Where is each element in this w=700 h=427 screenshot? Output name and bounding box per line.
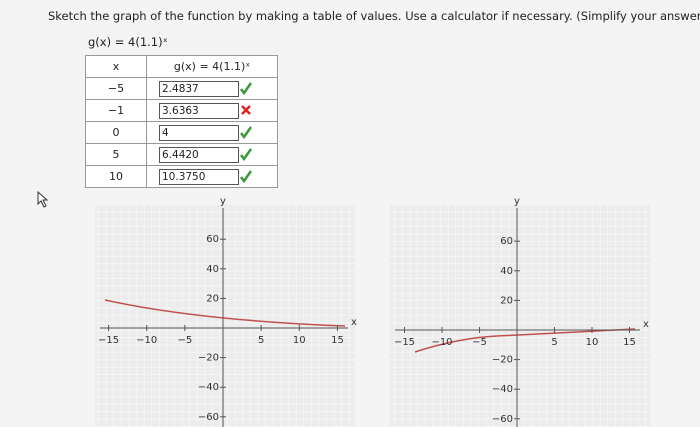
correct-icon [240, 126, 253, 139]
correct-icon [240, 148, 253, 161]
x-cell: −5 [85, 77, 147, 100]
answer-input[interactable]: 2.4837 [159, 81, 239, 97]
x-tick-label: −5 [177, 335, 192, 346]
answer-input[interactable]: 10.3750 [159, 169, 239, 185]
function-label: g(x) = 4(1.1)ˣ [88, 35, 168, 49]
x-tick-label: −15 [98, 335, 119, 346]
x-axis-label: x [643, 319, 649, 330]
graph-paper [390, 205, 650, 427]
y-tick-label: 60 [206, 234, 219, 245]
y-tick-label: −40 [198, 382, 219, 393]
header-cell: x [85, 55, 147, 78]
y-tick-label: −40 [492, 384, 513, 395]
y-axis-label: y [514, 196, 520, 207]
y-tick-label: 40 [206, 264, 219, 275]
x-tick-label: 10 [586, 337, 599, 348]
y-tick-label: 20 [206, 293, 219, 304]
header-row: x g(x) = 4(1.1)ˣ [85, 55, 278, 78]
x-cell: 0 [85, 121, 147, 144]
x-cell: −1 [85, 99, 147, 122]
x-axis-label: x [351, 317, 357, 328]
x-tick-label: 5 [258, 335, 264, 346]
correct-icon [240, 170, 253, 183]
row: −5 2.4837 [85, 77, 278, 100]
header-cell: g(x) = 4(1.1)ˣ [146, 55, 278, 78]
x-tick-label: 5 [551, 337, 557, 348]
y-tick-label: −20 [492, 355, 513, 366]
incorrect-icon [241, 105, 251, 115]
x-cell: 10 [85, 165, 147, 188]
sketched-curve[interactable] [414, 328, 636, 353]
y-tick-label: −60 [198, 412, 219, 423]
row: 5 6.4420 [85, 143, 278, 166]
y-tick-label: −20 [198, 353, 219, 364]
row: −1 3.6363 [85, 99, 278, 122]
x-tick-label: 10 [293, 335, 306, 346]
x-tick-label: −5 [472, 337, 487, 348]
y-tick-label: 40 [500, 266, 513, 277]
graph-paper [95, 205, 355, 427]
y-tick-label: −60 [492, 414, 513, 425]
sketched-curve[interactable] [104, 299, 346, 327]
x-cell: 5 [85, 143, 147, 166]
correct-icon [240, 82, 253, 95]
x-tick-label: −15 [394, 337, 415, 348]
x-tick-label: −10 [431, 337, 452, 348]
x-tick-label: 15 [623, 337, 636, 348]
x-tick-label: −10 [136, 335, 157, 346]
row: 10 10.3750 [85, 165, 278, 188]
answer-input[interactable]: 3.6363 [159, 103, 239, 119]
answer-input[interactable]: 6.4420 [159, 147, 239, 163]
x-tick-label: 15 [331, 335, 344, 346]
mouse-cursor [37, 190, 49, 208]
graphs: x y −15 −10 −5 5 10 15 60 40 20 −20 −40 −60 x y −15 −10 −5… [37, 190, 650, 427]
instructions: Sketch the graph of the function by maki… [48, 9, 700, 23]
y-axis-label: y [220, 196, 226, 207]
y-tick-label: 20 [500, 295, 513, 306]
answer-input[interactable]: 4 [159, 125, 239, 141]
y-tick-label: 60 [500, 236, 513, 247]
